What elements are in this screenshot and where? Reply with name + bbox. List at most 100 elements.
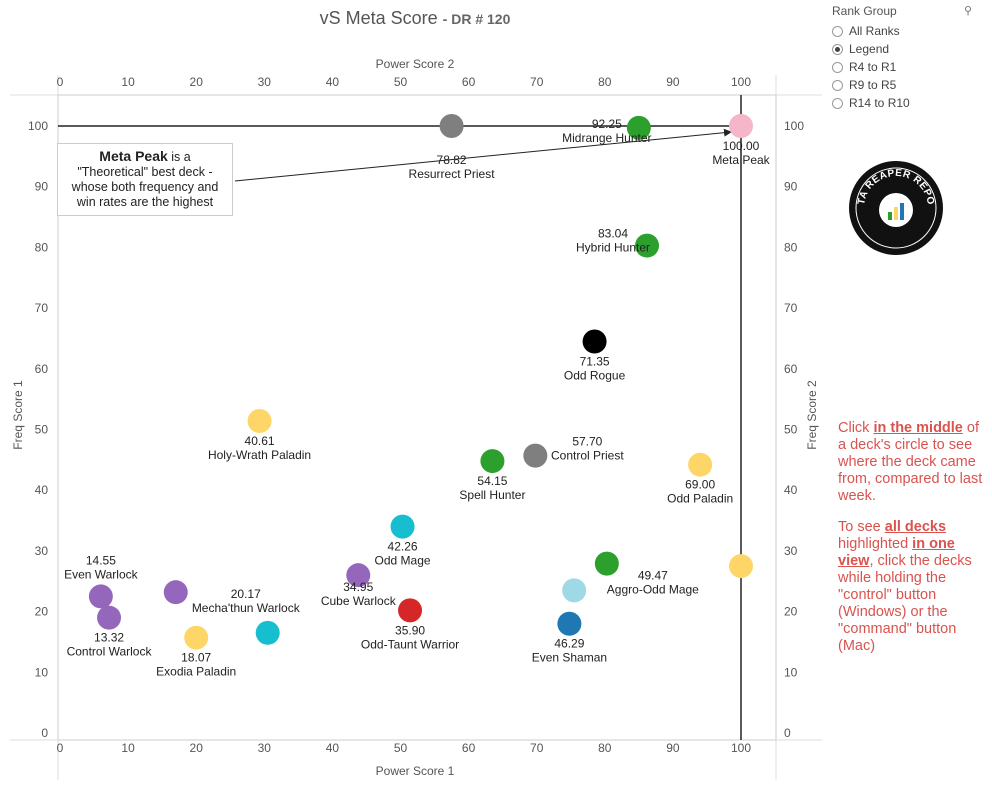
x-tick-label-bottom: 40 <box>326 741 340 755</box>
data-point-score: 40.61 <box>245 434 275 448</box>
y-tick-label-left: 30 <box>35 544 49 558</box>
x-axis-label-top: Power Score 2 <box>376 57 455 71</box>
x-tick-label-bottom: 80 <box>598 741 612 755</box>
x-axis-label: Power Score 1 <box>376 764 455 778</box>
data-point-score: 20.17 <box>231 587 261 601</box>
rank-option[interactable]: R14 to R10 <box>832 94 972 112</box>
y-tick-label-left: 70 <box>35 301 49 315</box>
y-tick-label-left: 80 <box>35 240 49 254</box>
data-point-score: 14.55 <box>86 553 116 567</box>
y-tick-label-right: 20 <box>784 605 798 619</box>
radio-icon[interactable] <box>832 97 843 109</box>
data-point-score: 71.35 <box>580 354 610 368</box>
data-point-score: 42.26 <box>388 540 418 554</box>
data-point-score: 69.00 <box>685 478 715 492</box>
x-tick-label-bottom: 30 <box>258 741 272 755</box>
x-tick-label-bottom: 10 <box>121 741 135 755</box>
y-tick-label-left: 50 <box>35 423 49 437</box>
data-point-score: 34.95 <box>343 580 373 594</box>
x-tick-label-top: 70 <box>530 75 544 89</box>
instructions-p2: To see all decks highlighted in one view… <box>838 519 988 655</box>
y-tick-label-right: 80 <box>784 240 798 254</box>
data-point-score: 49.47 <box>638 569 668 583</box>
data-point <box>626 115 651 140</box>
data-point-score: 92.25 <box>592 117 622 131</box>
data-point <box>480 449 505 474</box>
instructions-p1: Click in the middle of a deck's circle t… <box>838 420 988 505</box>
rank-option[interactable]: R9 to R5 <box>832 76 972 94</box>
x-tick-label-top: 50 <box>394 75 408 89</box>
x-tick-label-bottom: 0 <box>57 741 64 755</box>
y-tick-label-right: 30 <box>784 544 798 558</box>
rank-option-label: All Ranks <box>849 24 900 38</box>
data-point-name: Meta Peak <box>712 153 770 167</box>
instr-p1-c: of a deck's circle to see where the deck… <box>838 420 983 504</box>
data-point-score: 78.82 <box>437 153 467 167</box>
radio-icon[interactable] <box>832 43 843 55</box>
rank-group-header: Rank Group ⚲ <box>832 4 972 18</box>
rank-group-filter: Rank Group ⚲ All Ranks Legend R4 to R1 R9 t… <box>832 4 972 112</box>
rank-option-label: R4 to R1 <box>849 60 897 74</box>
rank-option[interactable]: Legend <box>832 40 972 58</box>
instr-p1-b: in the middle <box>873 420 963 436</box>
data-point-name: Aggro-Odd Mage <box>607 583 699 597</box>
y-tick-label-right: 90 <box>784 180 798 194</box>
data-point <box>635 233 660 258</box>
data-point <box>582 329 607 354</box>
chart-title-sub: - DR # 120 <box>442 11 511 27</box>
y-tick-label-right: 50 <box>784 423 798 437</box>
data-point <box>398 598 423 623</box>
data-point-score: 57.70 <box>572 435 602 449</box>
data-point-name: Hybrid Hunter <box>576 241 650 255</box>
x-tick-label-bottom: 50 <box>394 741 408 755</box>
data-point <box>97 605 122 630</box>
data-point-name: Midrange Hunter <box>562 131 651 145</box>
data-point <box>255 620 280 645</box>
radio-icon[interactable] <box>832 79 843 91</box>
rank-group-title: Rank Group <box>832 4 897 18</box>
data-point <box>163 580 188 605</box>
y-tick-label-right: 70 <box>784 301 798 315</box>
instructions-panel: Click in the middle of a deck's circle t… <box>838 420 988 669</box>
data-point <box>562 578 587 603</box>
y-tick-label-right: 40 <box>784 483 798 497</box>
data-point <box>557 611 582 636</box>
y-axis-label: Freq Score 1 <box>11 380 25 450</box>
y-tick-label-left: 10 <box>35 665 49 679</box>
data-point-name: Odd Paladin <box>667 492 733 506</box>
rank-option-label: R9 to R5 <box>849 78 897 92</box>
annotation-bold: Meta Peak <box>99 148 168 164</box>
data-point <box>523 443 548 468</box>
data-point-name: Spell Hunter <box>459 488 525 502</box>
y-tick-label-right: 10 <box>784 665 798 679</box>
data-point-name: Cube Warlock <box>321 594 397 608</box>
radio-icon[interactable] <box>832 25 843 37</box>
data-point-score: 100.00 <box>723 139 760 153</box>
x-tick-label-bottom: 70 <box>530 741 544 755</box>
scatter-chart: 0010102020303040405050606070708080909010… <box>10 57 822 780</box>
data-point-name: Control Priest <box>551 449 624 463</box>
data-point <box>688 452 713 477</box>
x-tick-label-top: 60 <box>462 75 476 89</box>
data-point-score: 18.07 <box>181 651 211 665</box>
search-icon[interactable]: ⚲ <box>963 5 972 17</box>
x-tick-label-top: 0 <box>57 75 64 89</box>
rank-option[interactable]: All Ranks <box>832 22 972 40</box>
instr-p1-a: Click <box>838 420 874 436</box>
data-point-name: Odd Mage <box>375 554 431 568</box>
radio-icon[interactable] <box>832 61 843 73</box>
data-reaper-logo: DATA REAPER REPORT <box>848 160 943 255</box>
meta-peak-annotation: Meta Peak is a "Theoretical" best deck -… <box>57 143 233 216</box>
data-point-name: Resurrect Priest <box>409 167 496 181</box>
x-tick-label-top: 90 <box>666 75 680 89</box>
x-tick-label-top: 20 <box>190 75 204 89</box>
data-point-name: Even Shaman <box>532 651 607 665</box>
instr-p2-c: highlighted <box>838 536 913 552</box>
rank-option[interactable]: R4 to R1 <box>832 58 972 76</box>
rank-group-options: All Ranks Legend R4 to R1 R9 to R5 R14 to R1… <box>832 22 972 112</box>
data-point-score: 83.04 <box>598 227 628 241</box>
y-tick-label-left: 40 <box>35 483 49 497</box>
y-tick-label-left: 90 <box>35 180 49 194</box>
rank-option-label: R14 to R10 <box>849 96 910 110</box>
annotation-text2: "Theoretical" best deck - whose both fre… <box>71 165 219 209</box>
